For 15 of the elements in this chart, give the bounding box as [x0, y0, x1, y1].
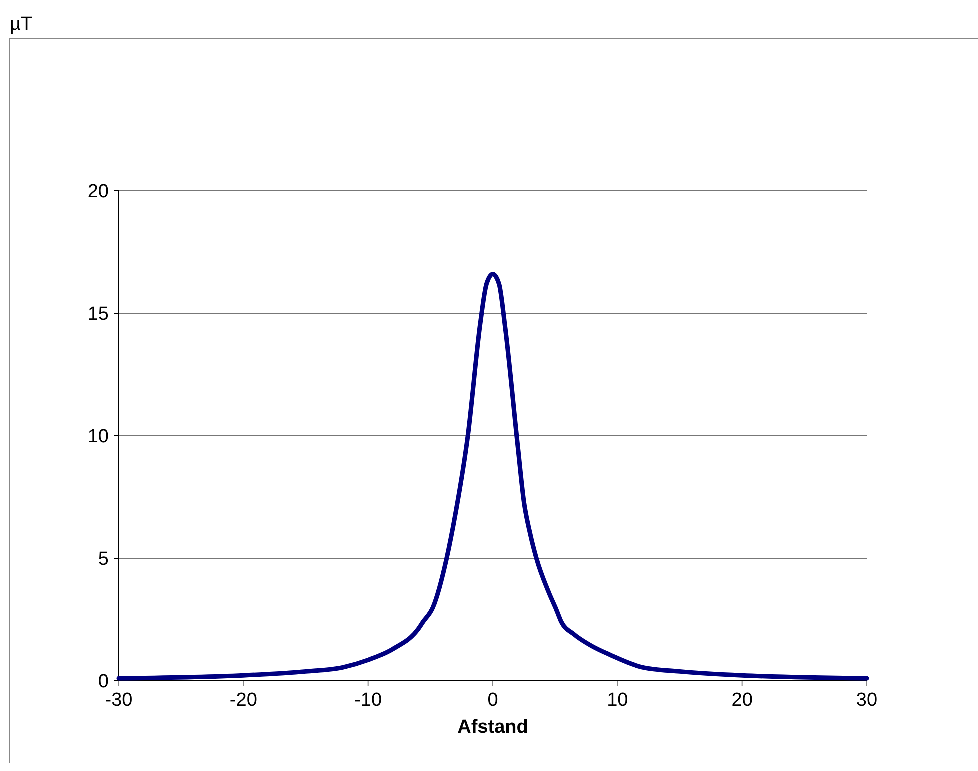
line-series	[116, 272, 870, 681]
y-tick-label: 10	[88, 426, 109, 448]
x-tick-label: 30	[856, 690, 878, 711]
text: µT	[10, 14, 33, 35]
x-tick-label: 10	[607, 690, 628, 711]
x-tick-label: 0	[488, 690, 498, 711]
y-tick-label: 5	[98, 549, 109, 570]
y-tick-label: 20	[88, 182, 109, 203]
y-tick-label: 0	[98, 672, 109, 693]
x-tick-label: -10	[354, 690, 382, 711]
x-tick-label: -20	[230, 690, 258, 711]
y-tick-label: 15	[88, 304, 109, 326]
x-tick-label: 20	[732, 690, 753, 711]
x-axis-title: Afstand	[458, 717, 528, 738]
x-tick-label: -30	[105, 690, 133, 711]
